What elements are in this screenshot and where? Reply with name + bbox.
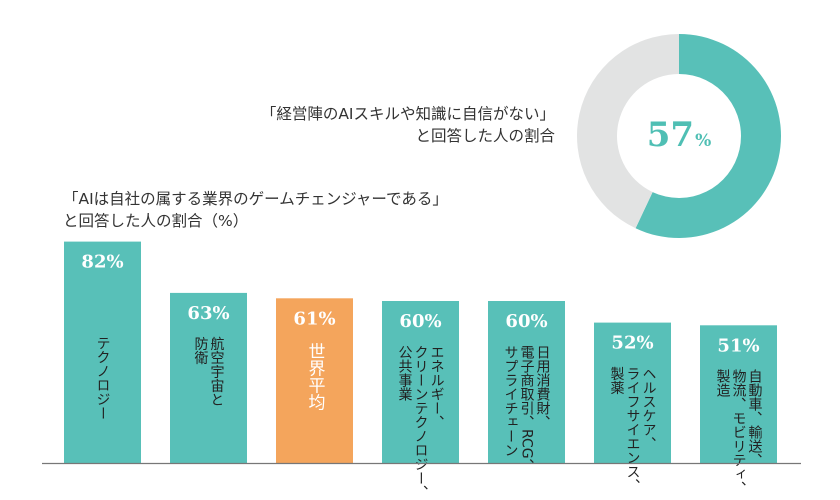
bar-category-label: エネルギー、 <box>429 345 445 429</box>
bar-6 <box>700 325 777 463</box>
bar-1 <box>170 292 247 463</box>
donut-value-number: 57 <box>646 115 695 155</box>
bar-value-label: 52% <box>611 333 653 354</box>
bar-category-label: テクノロジー <box>95 336 111 420</box>
bar-caption-line2: と回答した人の割合（%） <box>63 212 249 230</box>
donut-chart <box>577 34 782 238</box>
bar-category-label: 電子商取引、RCG、 <box>519 345 535 473</box>
bar-category-label: 製造 <box>715 369 731 398</box>
donut-slice-0 <box>635 34 782 238</box>
bar-value-label: 61% <box>293 308 335 329</box>
bar-category-label: 世界平均 <box>305 342 326 411</box>
bar-category-label: ライフサイエンス、 <box>625 367 641 493</box>
bar-category-label: サプライチェーン <box>503 345 519 457</box>
bar-2 <box>276 298 353 463</box>
bar-value-label: 60% <box>399 311 441 332</box>
bar-category-label: 防衛 <box>193 337 209 365</box>
bar-category-label: 製薬 <box>609 367 625 395</box>
donut-center-value: 57% <box>617 115 741 155</box>
bar-category-label: 公共事業 <box>397 345 413 401</box>
donut-caption: 「経営陣のAIスキルや知識に自信がない」 と回答した人の割合 <box>261 103 555 147</box>
bar-value-label: 82% <box>81 252 123 273</box>
bar-category-label: 自動車、輸送、 <box>747 369 763 467</box>
bar-value-label: 60% <box>505 311 547 332</box>
bar-3 <box>382 301 459 463</box>
bar-category-label: 日用消費財、 <box>535 345 551 429</box>
bar-4 <box>488 301 565 463</box>
donut-value-unit: % <box>695 131 712 151</box>
bar-5 <box>594 322 671 463</box>
bar-0 <box>64 241 141 463</box>
bar-chart-caption: 「AIは自社の属する業界のゲームチェンジャーである」 と回答した人の割合（%） <box>63 188 448 232</box>
bar-category-label: 航空宇宙と <box>209 337 225 407</box>
donut-caption-line2: と回答した人の割合 <box>415 127 555 145</box>
bar-caption-line1: 「AIは自社の属する業界のゲームチェンジャーである」 <box>63 190 448 208</box>
donut-slice-1 <box>577 34 679 229</box>
bar-category-label: クリーンテクノロジー、 <box>413 345 429 499</box>
bar-category-label: ヘルスケア、 <box>641 367 657 451</box>
bar-value-label: 63% <box>187 303 229 324</box>
bar-value-label: 51% <box>717 335 759 356</box>
bar-category-label: 物流、モビリティ、 <box>731 369 747 495</box>
donut-caption-line1: 「経営陣のAIスキルや知識に自信がない」 <box>260 105 555 123</box>
